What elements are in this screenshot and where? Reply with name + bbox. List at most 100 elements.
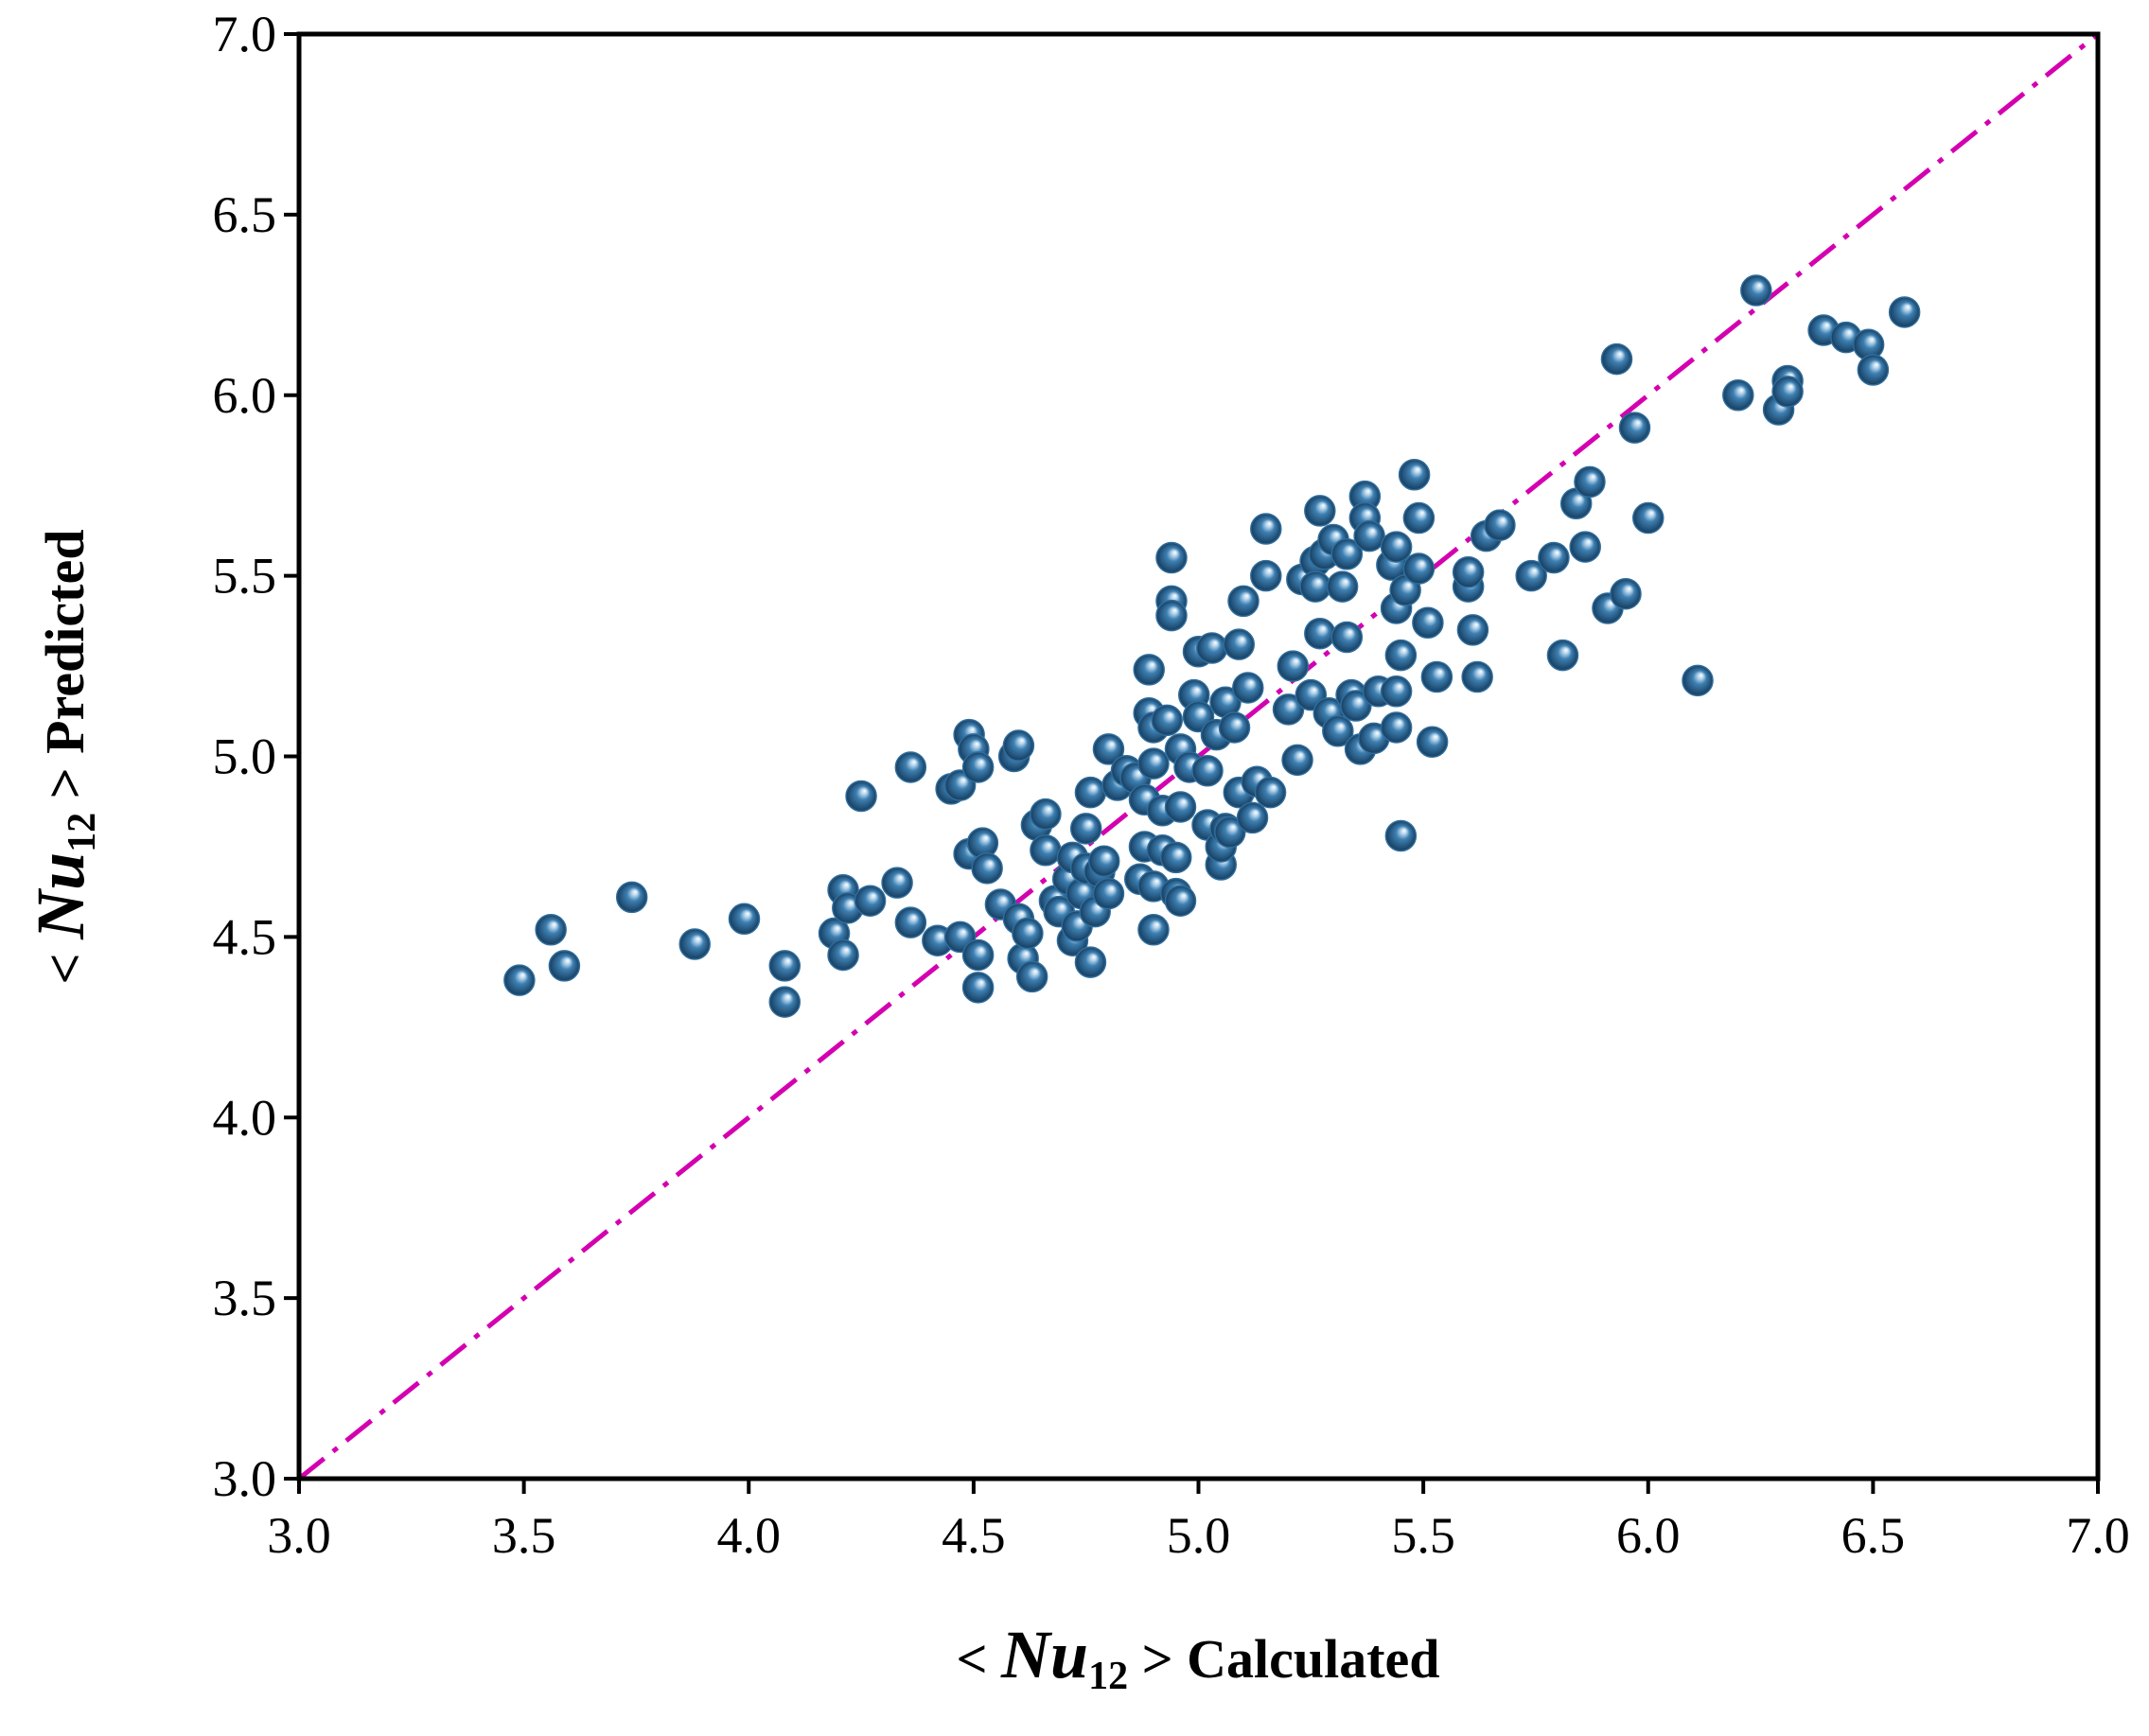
data-point — [1002, 729, 1035, 762]
data-point — [1326, 570, 1359, 603]
data-point — [1236, 801, 1269, 834]
data-point — [1030, 834, 1062, 867]
data-point — [1012, 917, 1044, 950]
data-point — [1304, 495, 1336, 527]
data-point — [1074, 776, 1107, 809]
y-tick-label: 5.5 — [213, 548, 277, 605]
data-point — [1074, 946, 1107, 978]
y-tick-label: 6.5 — [213, 186, 277, 243]
data-point — [1151, 704, 1183, 737]
x-tick-label: 6.5 — [1841, 1507, 1906, 1564]
data-point — [1538, 541, 1570, 574]
data-point — [961, 751, 995, 783]
data-point — [1515, 559, 1547, 592]
data-point — [1456, 614, 1489, 646]
data-point — [1159, 841, 1192, 874]
y-tick-label: 5.0 — [213, 728, 277, 785]
data-point — [1087, 845, 1120, 877]
data-point — [854, 885, 887, 917]
plot-frame — [296, 31, 2101, 1482]
y-axis-title: < Nu12 > Predicted — [23, 530, 104, 985]
data-point — [768, 986, 801, 1018]
data-point — [1254, 776, 1287, 809]
data-point — [1574, 465, 1606, 499]
data-point — [1232, 672, 1264, 704]
data-point — [1618, 412, 1651, 444]
data-point — [1299, 570, 1331, 603]
data-point — [1380, 675, 1413, 708]
data-point — [1771, 376, 1804, 408]
data-point — [1196, 632, 1228, 664]
data-point — [1484, 509, 1516, 541]
x-axis-title: < Nu12 > Calculated — [956, 1617, 1439, 1698]
data-point — [827, 938, 859, 972]
data-point — [768, 950, 801, 982]
y-axis-ticks: 3.0 3.5 4.0 4.5 5.0 5.5 6.0 6.5 7.0 — [213, 6, 299, 1507]
data-point — [1420, 660, 1453, 693]
data-point — [1191, 755, 1224, 787]
y-tick-label: 3.0 — [213, 1450, 277, 1507]
data-point — [1722, 379, 1754, 412]
data-point — [1380, 711, 1413, 744]
data-point — [961, 972, 995, 1004]
data-point — [1250, 559, 1282, 592]
data-point — [1250, 513, 1282, 545]
data-point — [1398, 458, 1431, 491]
data-point — [1461, 660, 1493, 693]
data-point — [971, 852, 1003, 885]
y-tick-label: 4.5 — [213, 908, 277, 965]
data-point — [1340, 690, 1372, 722]
data-point — [1330, 537, 1364, 570]
y-tick-label: 6.0 — [213, 367, 277, 424]
data-point — [1155, 599, 1188, 632]
data-point — [1402, 552, 1436, 585]
data-point — [1223, 628, 1256, 660]
y-tick-label: 3.5 — [213, 1270, 277, 1326]
x-axis-ticks: 3.0 3.5 4.0 4.5 5.0 5.5 6.0 6.5 7.0 — [267, 1479, 2130, 1564]
data-point — [535, 913, 567, 946]
x-tick-label: 6.0 — [1616, 1507, 1681, 1564]
data-point — [961, 938, 995, 972]
data-point — [1569, 531, 1601, 563]
data-point — [1600, 342, 1633, 376]
data-point — [1632, 501, 1665, 535]
data-point — [1164, 885, 1197, 917]
data-point — [1384, 819, 1418, 852]
data-point — [1380, 531, 1413, 563]
data-point — [1402, 501, 1436, 535]
data-point — [503, 964, 536, 996]
data-point — [1133, 654, 1165, 686]
data-point — [894, 906, 927, 938]
data-point — [1857, 354, 1890, 386]
data-point — [1740, 274, 1772, 307]
data-point — [615, 881, 648, 914]
x-tick-label: 3.0 — [267, 1507, 331, 1564]
data-point — [678, 928, 711, 960]
y-tick-label: 4.0 — [213, 1089, 277, 1146]
data-points — [503, 274, 1921, 1018]
data-point — [1353, 519, 1385, 552]
data-point — [1015, 960, 1048, 993]
data-point — [1092, 877, 1125, 910]
x-tick-label: 7.0 — [2066, 1507, 2130, 1564]
data-point — [1304, 617, 1336, 650]
data-point — [1137, 913, 1170, 946]
data-point — [1272, 693, 1305, 726]
data-point — [1330, 621, 1364, 654]
x-tick-label: 5.5 — [1391, 1507, 1455, 1564]
x-tick-label: 3.5 — [492, 1507, 556, 1564]
x-tick-label: 4.5 — [942, 1507, 1006, 1564]
data-point — [845, 780, 877, 813]
data-point — [1888, 296, 1921, 328]
data-point — [1092, 733, 1125, 765]
data-point — [728, 903, 761, 936]
data-point — [1069, 813, 1102, 845]
data-point — [1227, 585, 1259, 618]
data-point — [1546, 639, 1579, 672]
data-point — [1214, 815, 1246, 849]
x-tick-label: 4.0 — [717, 1507, 782, 1564]
data-point — [1281, 744, 1313, 777]
y-tick-label: 7.0 — [213, 6, 277, 62]
data-point — [1384, 639, 1418, 672]
